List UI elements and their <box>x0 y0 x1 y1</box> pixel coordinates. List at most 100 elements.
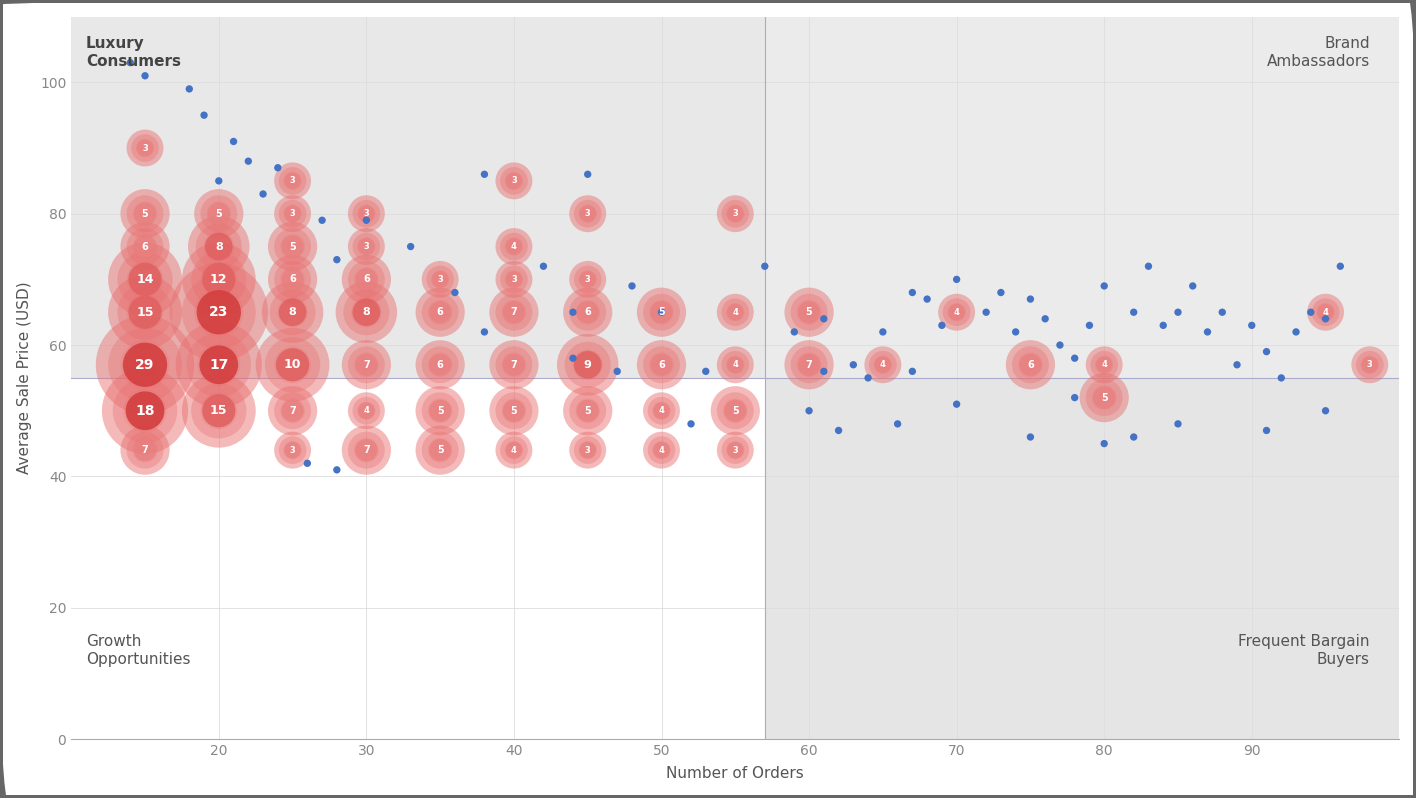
Point <box>724 306 746 318</box>
Point <box>133 240 156 253</box>
Point <box>576 405 599 417</box>
Point <box>576 444 599 456</box>
Point <box>133 273 156 286</box>
Point <box>429 405 452 417</box>
Text: 5: 5 <box>658 307 666 318</box>
Point <box>355 306 378 318</box>
Point <box>650 306 673 318</box>
Point <box>1020 358 1042 371</box>
Point <box>236 155 259 168</box>
Point <box>282 358 304 371</box>
Point <box>208 207 231 220</box>
Point <box>576 358 599 371</box>
Point <box>282 306 304 318</box>
Text: Luxury
Consumers: Luxury Consumers <box>86 37 181 69</box>
Point <box>133 240 156 253</box>
Point <box>1314 306 1337 318</box>
Point <box>355 444 378 456</box>
Point <box>355 240 378 253</box>
Point <box>133 141 156 154</box>
Point <box>503 444 525 456</box>
Point <box>650 358 673 371</box>
Point <box>355 405 378 417</box>
Point <box>724 358 746 371</box>
Point <box>133 405 156 417</box>
Point <box>503 175 525 188</box>
Point <box>1300 306 1323 318</box>
Point <box>503 405 525 417</box>
Text: 4: 4 <box>511 445 517 455</box>
Point <box>1314 306 1337 318</box>
Text: Brand
Ambassadors: Brand Ambassadors <box>1266 37 1369 69</box>
Text: 5: 5 <box>732 405 739 416</box>
Point <box>946 306 969 318</box>
Point <box>133 444 156 456</box>
Point <box>282 444 304 456</box>
Bar <box>765 17 1399 378</box>
Text: 18: 18 <box>136 404 154 417</box>
Text: 3: 3 <box>585 209 590 218</box>
Y-axis label: Average Sale Price (USD): Average Sale Price (USD) <box>17 282 31 474</box>
Text: 8: 8 <box>289 307 296 318</box>
Point <box>429 405 452 417</box>
Point <box>1093 279 1116 292</box>
Point <box>724 306 746 318</box>
Point <box>282 240 304 253</box>
Point <box>797 405 820 417</box>
Point <box>355 358 378 371</box>
Point <box>282 306 304 318</box>
Point <box>503 358 525 371</box>
Point <box>606 365 629 377</box>
Point <box>252 188 275 200</box>
Point <box>650 358 673 371</box>
Point <box>429 405 452 417</box>
Point <box>429 358 452 371</box>
Point <box>429 273 452 286</box>
Point <box>429 358 452 371</box>
Point <box>1181 279 1204 292</box>
Text: 4: 4 <box>364 406 370 415</box>
Point <box>429 306 452 318</box>
Point <box>974 306 997 318</box>
Point <box>503 444 525 456</box>
Point <box>576 306 599 318</box>
Point <box>871 358 893 371</box>
Point <box>946 306 969 318</box>
Point <box>724 444 746 456</box>
Point <box>355 273 378 286</box>
Point <box>1330 260 1352 273</box>
Point <box>650 405 673 417</box>
Point <box>650 405 673 417</box>
Point <box>355 358 378 371</box>
Point <box>355 240 378 253</box>
Point <box>576 444 599 456</box>
Text: 5: 5 <box>511 405 517 416</box>
Text: 5: 5 <box>585 405 590 416</box>
Point <box>1020 358 1042 371</box>
Point <box>871 358 893 371</box>
Point <box>797 306 820 318</box>
Point <box>1358 358 1381 371</box>
Point <box>1240 319 1263 332</box>
Text: 3: 3 <box>290 445 296 455</box>
Point <box>1270 372 1293 385</box>
Point <box>650 306 673 318</box>
Point <box>282 273 304 286</box>
Point <box>133 273 156 286</box>
Point <box>133 444 156 456</box>
Point <box>724 405 746 417</box>
Point <box>208 240 231 253</box>
Point <box>680 417 702 430</box>
Point <box>576 207 599 220</box>
Point <box>355 444 378 456</box>
Point <box>133 306 156 318</box>
Point <box>429 358 452 371</box>
Point <box>282 240 304 253</box>
Point <box>946 273 969 286</box>
Point <box>133 141 156 154</box>
Point <box>133 207 156 220</box>
Text: 29: 29 <box>136 358 154 372</box>
Point <box>1123 431 1146 444</box>
Point <box>133 69 156 82</box>
Point <box>133 306 156 318</box>
